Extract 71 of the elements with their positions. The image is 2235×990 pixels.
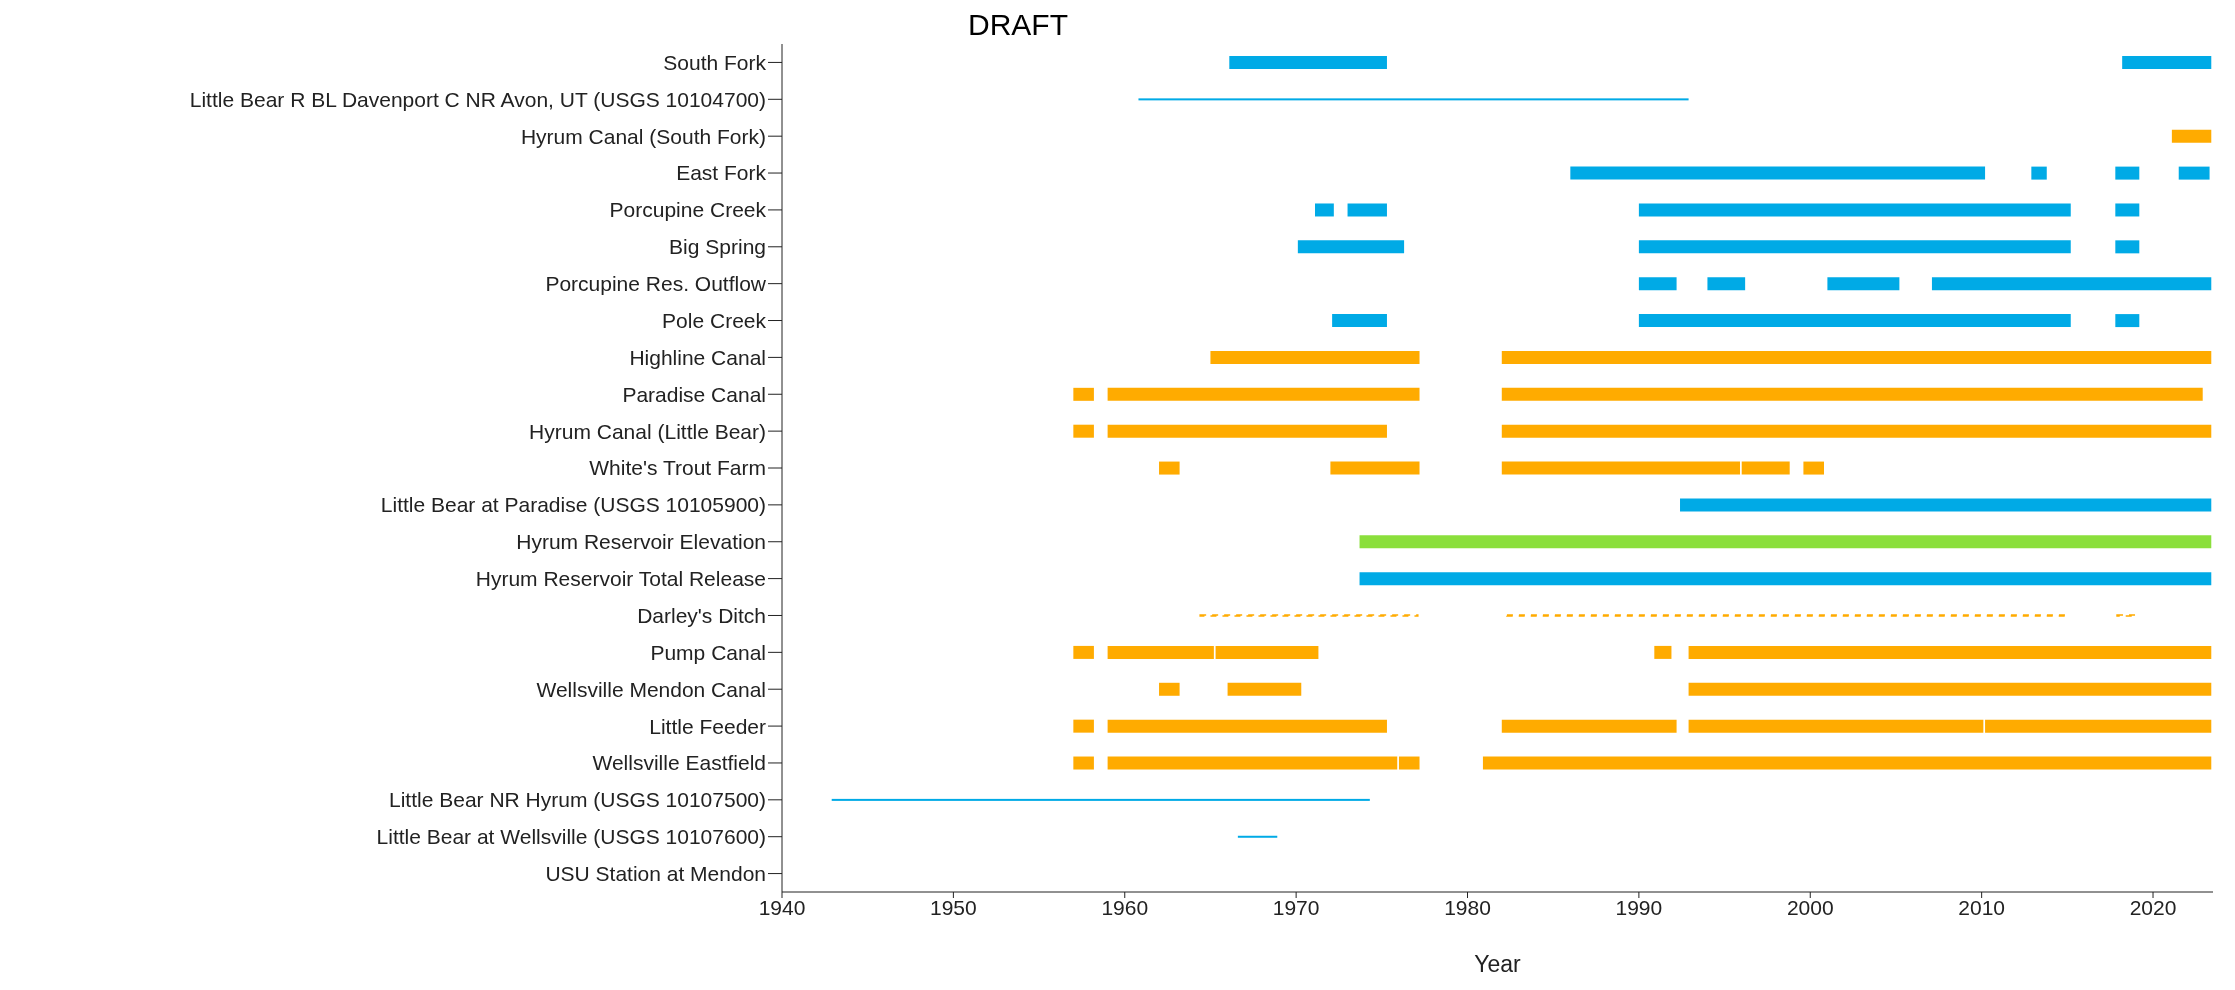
y-tick-label: Little Bear at Paradise (USGS 10105900) (380, 493, 766, 517)
bar (1073, 719, 1094, 733)
x-tick-label: 1960 (1101, 895, 1149, 919)
x-tick-label: 1970 (1272, 895, 1320, 919)
y-tick-label: Little Bear R BL Davenport C NR Avon, UT (USGS 10104700) (189, 87, 766, 111)
y-tick-label: Little Bear NR Hyrum (USGS 10107500) (389, 788, 766, 812)
x-tick-label: 2000 (1786, 895, 1834, 919)
bar (1688, 645, 2212, 659)
y-tick-label: East Fork (676, 161, 767, 185)
y-tick-label: Highline Canal (629, 345, 766, 369)
bar (2116, 614, 2137, 617)
x-tick-label: 1940 (758, 895, 806, 919)
text: DRAFT (968, 8, 1068, 42)
bar (1330, 461, 1420, 475)
bar (1107, 645, 1214, 659)
bar (1501, 719, 1677, 733)
y-tick-label: Porcupine Creek (609, 198, 767, 222)
x-tick-label: 1990 (1615, 895, 1663, 919)
bar (1501, 350, 2212, 364)
bar (1501, 461, 1740, 475)
y-tick-label: Wellsville Mendon Canal (536, 677, 766, 701)
bar (1688, 682, 2212, 696)
bar (1501, 387, 2203, 401)
y-tick-label: USU Station at Mendon (545, 862, 766, 886)
y-tick-label: Big Spring (669, 235, 766, 259)
y-tick-label: Hyrum Canal (South Fork) (520, 124, 766, 148)
bar (1107, 387, 1420, 401)
bar (1482, 756, 2212, 770)
bar (1359, 535, 2212, 549)
x-axis-title: Year (1474, 951, 1522, 977)
bar (1501, 424, 2212, 438)
bar (1199, 614, 1419, 617)
y-tick-label: Porcupine Res. Outflow (545, 272, 767, 296)
y-tick-label: Hyrum Reservoir Elevation (516, 530, 766, 554)
bar (1159, 461, 1180, 475)
bar (1138, 98, 1689, 101)
bar (1107, 719, 1387, 733)
y-tick-label: Paradise Canal (622, 382, 766, 406)
bar (1073, 424, 1094, 438)
y-tick-label: White's Trout Farm (589, 456, 766, 480)
bar (1803, 461, 1824, 475)
bar (1107, 756, 1398, 770)
y-tick-label: Pole Creek (662, 308, 767, 332)
bar (1227, 682, 1302, 696)
bar (1073, 756, 1094, 770)
bar (1073, 387, 1094, 401)
x-tick-label: 2010 (1958, 895, 2005, 919)
bar (1237, 835, 1278, 838)
bar (1654, 645, 1672, 659)
x-tick-label: 1980 (1444, 895, 1491, 919)
bar (1741, 461, 1790, 475)
bar (1688, 719, 1984, 733)
y-tick-label: Hyrum Canal (Little Bear) (529, 419, 766, 443)
y-tick-label: South Fork (663, 50, 767, 74)
bar (1159, 682, 1180, 696)
bar (831, 798, 1370, 801)
bar (1107, 424, 1387, 438)
y-tick-label: Wellsville Eastfield (592, 751, 766, 775)
bar (2171, 129, 2212, 143)
y-tick-label: Little Bear at Wellsville (USGS 10107600) (376, 825, 766, 849)
y-tick-label: Little Feeder (649, 714, 766, 738)
bar (1210, 350, 1420, 364)
x-tick-label: 1950 (930, 895, 977, 919)
bar (1398, 756, 1420, 770)
bar (1215, 645, 1319, 659)
bar (1073, 645, 1094, 659)
y-tick-label: Hyrum Reservoir Total Release (475, 567, 766, 591)
bar (1985, 719, 2212, 733)
y-tick-label: Pump Canal (650, 640, 766, 664)
y-tick-label: Darley's Ditch (637, 603, 766, 627)
x-tick-label: 2020 (2129, 895, 2177, 919)
